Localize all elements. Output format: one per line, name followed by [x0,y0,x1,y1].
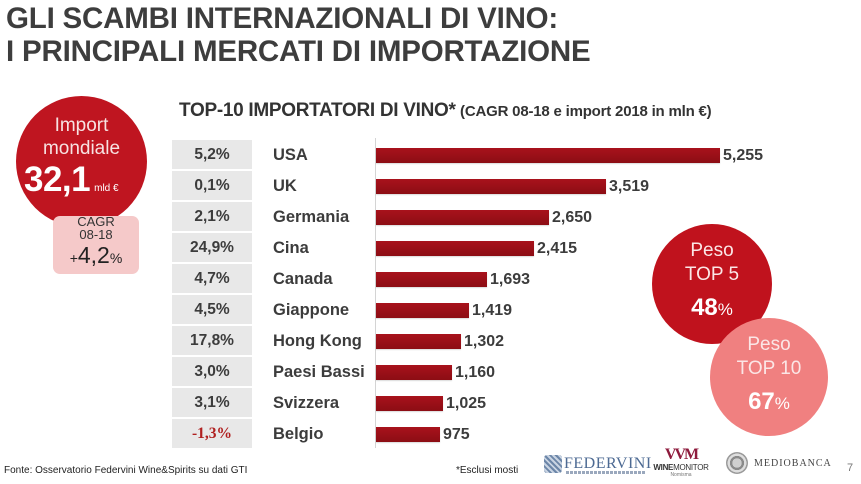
country-label: Giappone [273,301,350,319]
bar [376,365,452,380]
world-cagr-box: CAGR 08-18 +4,2% [53,214,139,274]
bar [376,396,443,411]
title-line-1: GLI SCAMBI INTERNAZIONALI DI VINO: [6,2,559,35]
federvini-subtext [566,471,646,474]
winemonitor-bold: WINE [653,463,674,472]
top10-label-line-2: TOP 10 [736,358,802,379]
top10-pct: % [774,394,790,413]
winemonitor-rest: MONITOR [673,463,709,472]
country-label: Svizzera [273,394,340,412]
chart-title-note: (CAGR 08-18 e import 2018 in mln €) [460,103,712,120]
page-number: 7 [847,462,854,474]
mediobanca-seal-icon [726,452,748,474]
cagr-cell: 3,1% [172,388,252,417]
country-label: Germania [273,208,350,226]
bar [376,427,440,442]
world-cagr-label-2: 08-18 [79,227,113,242]
chart-axis [375,138,376,448]
top5-label-line-1: Peso [690,240,734,261]
bar [376,303,469,318]
top5-label-line-2: TOP 5 [684,264,740,285]
cagr-cell: 3,0% [172,357,252,386]
country-label: Paesi Bassi [273,363,365,381]
country-label: Canada [273,270,333,288]
bar [376,241,534,256]
bar [376,148,720,163]
cagr-cell: 4,7% [172,264,252,293]
footnote: *Esclusi mosti [456,465,519,476]
bar [376,272,487,287]
cagr-cell: 17,8% [172,326,252,355]
world-import-number: 32,1 [24,160,91,199]
cagr-cell: 0,1% [172,171,252,200]
bar-value-label: 1,160 [455,364,496,381]
top10-weight-circle: Peso TOP 10 67% [710,318,828,436]
bar [376,179,606,194]
world-cagr-sign: + [69,250,78,266]
top10-label-line-1: Peso [747,334,791,355]
chart-title: TOP-10 IMPORTATORI DI VINO* (CAGR 08-18 … [179,100,712,122]
world-import-label-line-2: mondiale [42,138,121,159]
winemonitor-logo: VVM WINEMONITOR Nomisma [651,446,711,479]
world-import-unit: mld € [94,183,119,194]
page-title: GLI SCAMBI INTERNAZIONALI DI VINO: I PRI… [6,2,591,68]
title-line-2: I PRINCIPALI MERCATI DI IMPORTAZIONE [6,35,591,68]
bar-value-label: 3,519 [609,178,650,195]
cagr-cell: -1,3% [172,419,252,448]
top5-value: 48% [652,294,772,322]
bar-value-label: 1,025 [446,395,487,412]
country-label: USA [273,146,308,164]
country-labels: USA UK Germania Cina Canada Giappone Hong Kong… [273,140,365,450]
world-import-label: Import mondiale [16,114,147,160]
winemonitor-subtext: Nomisma [670,472,692,478]
world-import-value: 32,1 mld € [24,160,119,200]
cagr-cell: 24,9% [172,233,252,262]
source-note: Fonte: Osservatorio Federvini Wine&Spiri… [4,465,248,476]
bar-value-label: 1,302 [464,333,505,350]
top5-pct: % [717,300,733,319]
country-label: Hong Kong [273,332,362,350]
cagr-column: 5,2% 0,1% 2,1% 24,9% 4,7% 4,5% 17,8% 3,0% 3,1% -1… [172,140,252,450]
country-label: Cina [273,239,309,257]
top5-number: 48 [691,294,718,321]
bar-value-label: 975 [443,426,470,443]
bar [376,334,461,349]
bar-value-label: 2,415 [537,240,578,257]
world-cagr-pct: % [109,250,123,266]
cagr-cell: 4,5% [172,295,252,324]
bar-value-label: 1,419 [472,302,513,319]
mediobanca-logo-text: MEDIOBANCA [754,457,832,469]
winemonitor-mark-icon: VVM [664,446,699,463]
world-import-label-line-1: Import [54,115,109,136]
country-label: Belgio [273,425,324,443]
world-cagr-number: 4,2 [77,242,110,268]
federvini-emblem-icon [544,455,562,473]
federvini-logo-text: FEDERVINI [564,455,652,472]
world-import-circle: Import mondiale 32,1 mld € [16,96,147,227]
bar-value-label: 5,255 [723,147,764,164]
bar-value-label: 2,650 [552,209,593,226]
federvini-logo: FEDERVINI [544,452,652,476]
chart-title-main: TOP-10 IMPORTATORI DI VINO* [179,100,456,121]
world-cagr-label-1: CAGR [77,214,115,229]
top10-label: Peso TOP 10 [710,333,828,381]
mediobanca-logo: MEDIOBANCA [726,452,832,474]
winemonitor-logo-text: WINEMONITOR [651,463,711,472]
top5-label: Peso TOP 5 [652,239,772,287]
cagr-cell: 5,2% [172,140,252,169]
top10-value: 67% [710,388,828,416]
country-label: UK [273,177,297,195]
bar [376,210,549,225]
cagr-cell: 2,1% [172,202,252,231]
world-cagr-value: +4,2% [53,242,139,271]
top10-number: 67 [748,388,775,415]
bar-value-label: 1,693 [490,271,531,288]
